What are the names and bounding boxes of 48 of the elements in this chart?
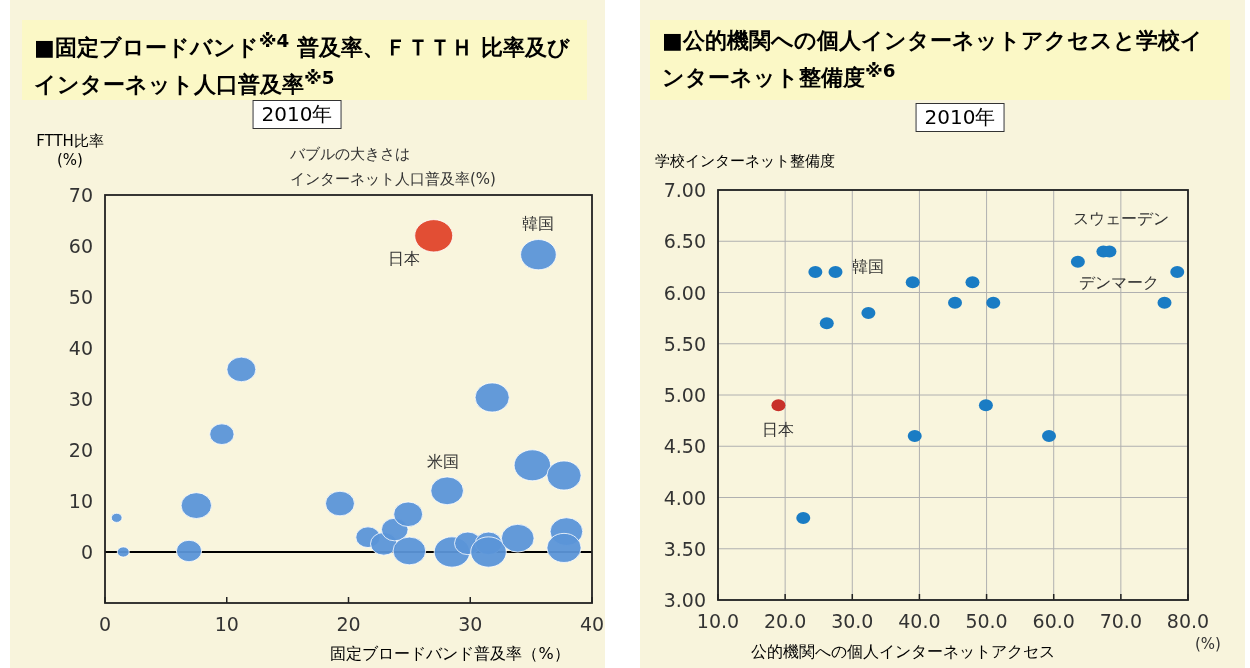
text: (%) xyxy=(1195,635,1221,653)
x-tick-label: 0 xyxy=(98,613,112,635)
y-tick-label: 3.50 xyxy=(663,537,706,560)
x-tick-label: 40.0 xyxy=(898,610,941,632)
annotation: 日本 xyxy=(387,248,420,268)
x-tick-label: 80.0 xyxy=(1166,610,1210,632)
x-tick-label: 40 xyxy=(579,613,605,635)
y-tick-label: 10 xyxy=(68,490,93,512)
annotation: デンマーク xyxy=(1079,272,1160,292)
chart-subtitle: 2010年 xyxy=(252,100,342,129)
text: インターネット人口普及率(%) xyxy=(290,170,496,189)
y-tick-label: 4.50 xyxy=(663,435,706,458)
x-tick-label: 30 xyxy=(458,613,483,635)
x-tick-label: 30.0 xyxy=(831,610,874,632)
y-tick-label: 5.00 xyxy=(663,384,706,406)
x-tick-label: 10 xyxy=(214,613,239,635)
chart-title: ■公的機関への個人インターネットアクセスと学校インターネット整備度$^{※6}$ xyxy=(650,20,1230,100)
x-tick-label: 60.0 xyxy=(1032,610,1075,632)
chart-title: ■固定ブロードバンド$^{※4}$ 普及率、ＦＴＴＨ 比率及びインターネット人口普及率$^{※5}$ xyxy=(22,20,587,100)
y-tick-label: 50 xyxy=(68,286,93,308)
x-axis-title: 公的機関への個人インターネットアクセス xyxy=(751,642,1055,663)
y-tick-label: 6.50 xyxy=(663,230,706,253)
y-tick-label: 40 xyxy=(68,337,93,359)
y-tick-label: 20 xyxy=(68,439,93,461)
annotation: 米国 xyxy=(427,451,460,471)
x-tick-label: 70.0 xyxy=(1099,610,1143,632)
y-tick-label: 60 xyxy=(68,235,93,257)
y-tick-label: 0 xyxy=(80,541,93,563)
y-tick-label: 70 xyxy=(68,184,93,206)
chart-subtitle: 2010年 xyxy=(915,103,1005,132)
y-tick-label: 5.50 xyxy=(663,332,706,355)
annotation: 日本 xyxy=(762,420,795,440)
annotation: スウェーデン xyxy=(1073,208,1170,228)
x-tick-label: 50.0 xyxy=(965,610,1008,632)
annotation: 韓国 xyxy=(851,257,884,276)
text: バブルの大きさは xyxy=(290,145,410,164)
x-tick-label: 10.0 xyxy=(696,610,740,632)
y-tick-label: 4.00 xyxy=(663,486,706,509)
y-axis-title: 学校インターネット整備度 xyxy=(655,152,835,171)
y-tick-label: 30 xyxy=(68,388,93,410)
y-tick-label: 3.00 xyxy=(663,589,706,611)
y-tick-label: 7.00 xyxy=(663,179,706,201)
annotation: 韓国 xyxy=(522,213,555,233)
y-axis-title: FTTH比率 (%) xyxy=(35,132,105,169)
y-tick-label: 6.00 xyxy=(663,281,706,304)
x-tick-label: 20 xyxy=(336,613,361,635)
x-tick-label: 20.0 xyxy=(763,610,807,632)
x-axis-title: 固定ブロードバンド普及率（%） xyxy=(330,644,570,665)
